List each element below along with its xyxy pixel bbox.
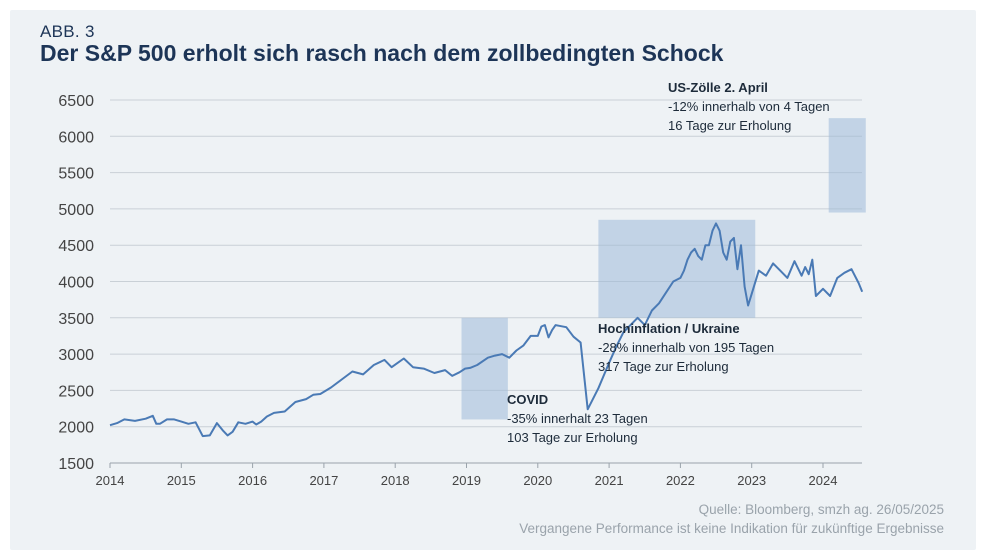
x-tick-label: 2017 — [309, 473, 338, 488]
highlight-box — [598, 219, 756, 318]
annotation-line: -28% innerhalb von 195 Tagen — [598, 340, 774, 355]
disclaimer-text: Vergangene Performance ist keine Indikat… — [519, 521, 944, 536]
y-tick-label: 5500 — [58, 166, 94, 183]
highlight-box — [828, 118, 866, 213]
y-tick-label: 4500 — [58, 238, 94, 255]
y-tick-label: 3500 — [58, 311, 94, 328]
source-text: Quelle: Bloomberg, smzh ag. 26/05/2025 — [698, 502, 944, 517]
y-tick-label: 6500 — [58, 93, 94, 110]
annotation-line: -12% innerhalb von 4 Tagen — [668, 99, 830, 114]
annotation-line: 16 Tage zur Erholung — [668, 118, 791, 133]
x-tick-label: 2020 — [523, 473, 552, 488]
x-tick-label: 2023 — [737, 473, 766, 488]
annotation-line: 103 Tage zur Erholung — [507, 430, 638, 445]
y-tick-label: 2500 — [58, 383, 94, 400]
y-tick-label: 5000 — [58, 202, 94, 219]
annotation-title: COVID — [507, 392, 548, 407]
y-tick-label: 3000 — [58, 347, 94, 364]
x-tick-label: 2024 — [809, 473, 838, 488]
x-tick-label: 2021 — [595, 473, 624, 488]
x-tick-label: 2019 — [452, 473, 481, 488]
annotation-line: 317 Tage zur Erholung — [598, 359, 729, 374]
chart-title: Der S&P 500 erholt sich rasch nach dem z… — [40, 40, 724, 66]
annotation-title: Hochinflation / Ukraine — [598, 321, 740, 336]
x-tick-label: 2015 — [167, 473, 196, 488]
y-tick-label: 6000 — [58, 129, 94, 146]
y-tick-label: 2000 — [58, 420, 94, 437]
y-tick-label: 1500 — [58, 456, 94, 473]
sp500-line — [109, 222, 864, 438]
annotation-line: -35% innerhalt 23 Tagen — [507, 411, 648, 426]
x-tick-label: 2016 — [238, 473, 267, 488]
source-note: Quelle: Bloomberg, smzh ag. 26/05/2025 V… — [519, 500, 944, 538]
x-tick-label: 2022 — [666, 473, 695, 488]
annotation-title: US-Zölle 2. April — [668, 80, 768, 95]
y-tick-label: 4000 — [58, 275, 94, 292]
x-tick-label: 2018 — [381, 473, 410, 488]
x-tick-label: 2014 — [96, 473, 125, 488]
figure-label: ABB. 3 — [40, 22, 95, 41]
